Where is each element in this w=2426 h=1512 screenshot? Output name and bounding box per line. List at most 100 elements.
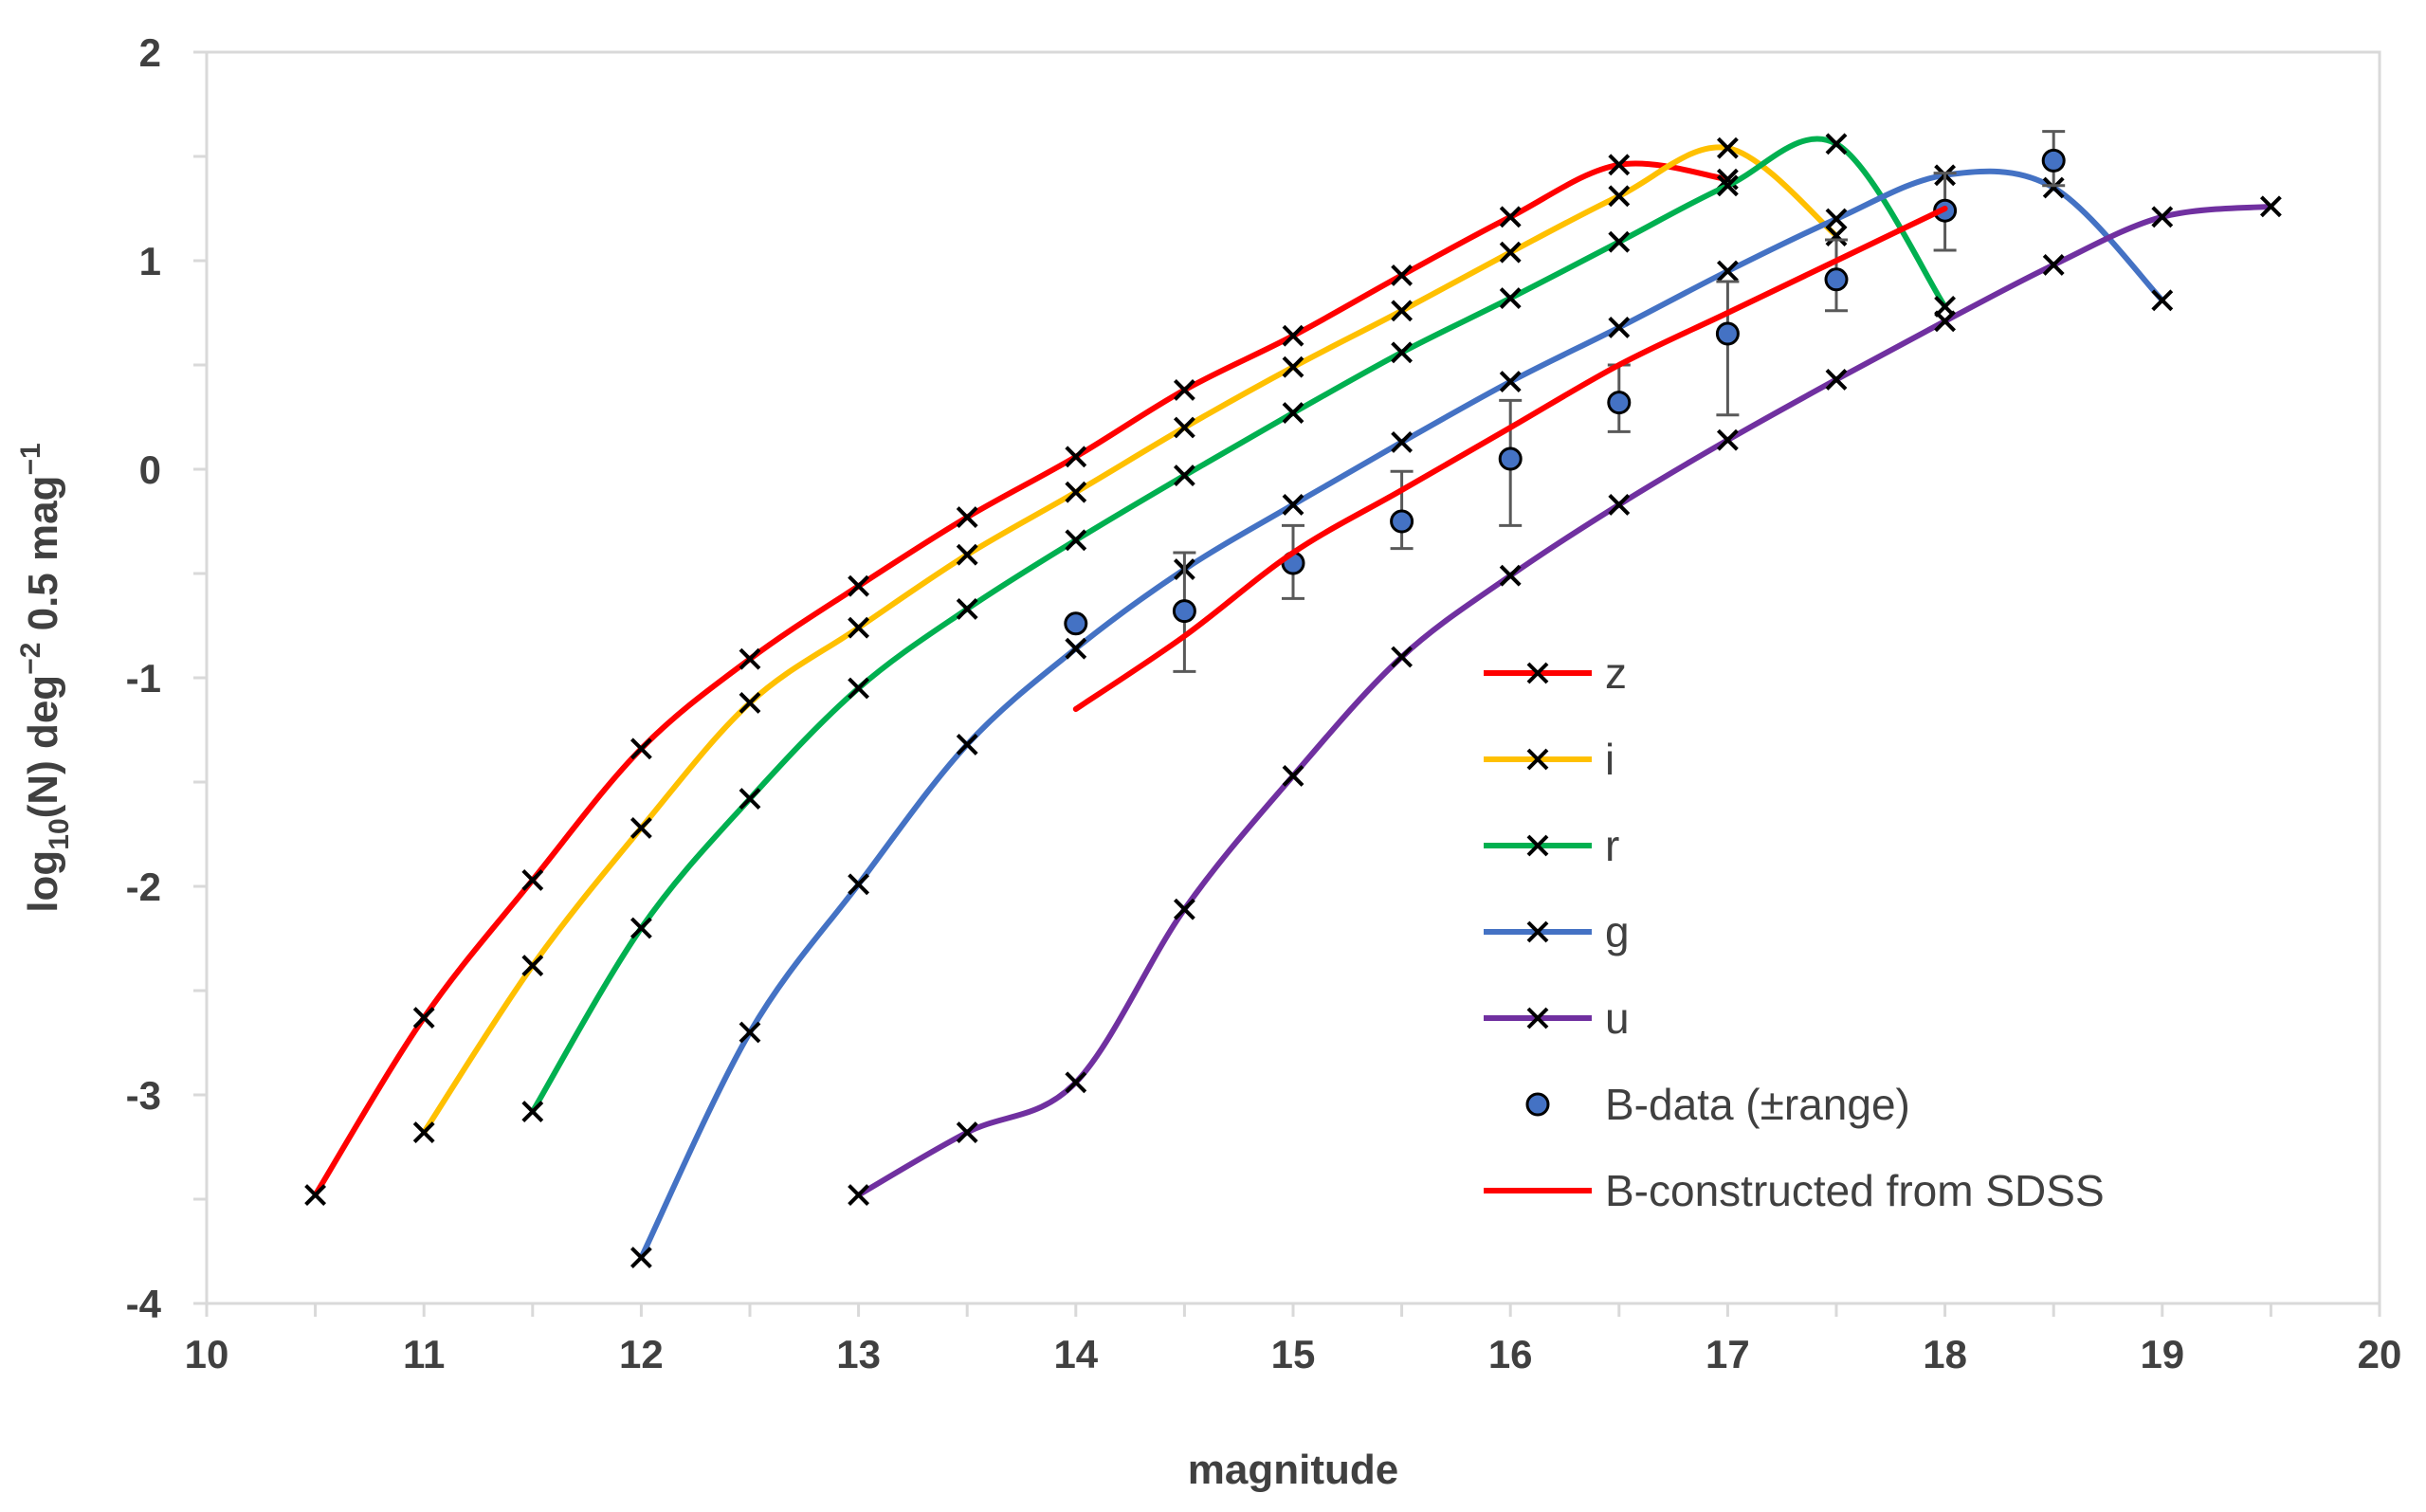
series-layer (304, 130, 2282, 1269)
data-point (848, 677, 870, 700)
error-bar (1716, 280, 1740, 417)
legend-item-r: r (1484, 821, 1619, 870)
x-tick-label: 14 (1053, 1332, 1098, 1376)
x-tick-label: 18 (1923, 1332, 1967, 1376)
data-point (956, 506, 978, 529)
data-point (848, 873, 870, 896)
data-point (1608, 493, 1631, 516)
data-point (2042, 253, 2065, 276)
data-point (1391, 646, 1414, 668)
series-b-data-range (1064, 130, 2066, 673)
y-tick-label: 1 (139, 239, 161, 283)
legend-label: z (1605, 648, 1627, 698)
data-point (629, 738, 652, 760)
series-line (855, 203, 2274, 1198)
legend-marker (1526, 1007, 1549, 1029)
legend-label: B-constructed from SDSS (1605, 1166, 2105, 1215)
legend-marker (1526, 834, 1549, 857)
data-point (2151, 289, 2174, 312)
legend-item-b-constructed-from-sdss: B-constructed from SDSS (1484, 1166, 2105, 1215)
legend-label: i (1605, 735, 1614, 784)
y-tick-label: 2 (139, 30, 161, 75)
series-u (848, 195, 2282, 1207)
data-point (1499, 564, 1522, 587)
y-tick-label: -2 (126, 865, 161, 909)
x-tick-label: 19 (2140, 1332, 2184, 1376)
x-tick-label: 11 (403, 1332, 445, 1376)
data-point (739, 1021, 761, 1044)
data-point (2041, 148, 2066, 173)
legend-item-b-data-range: B-data (±range) (1525, 1080, 1910, 1129)
y-tick-label: -3 (126, 1073, 161, 1118)
legend-item-u: u (1484, 993, 1630, 1043)
series-r (521, 133, 1957, 1123)
x-tick-label: 16 (1488, 1332, 1533, 1376)
x-axis-title: magnitude (1188, 1447, 1398, 1493)
data-point (1282, 764, 1304, 787)
data-point (739, 788, 761, 811)
legend-item-g: g (1484, 907, 1630, 956)
data-point (1282, 355, 1304, 378)
y-axis-title: log10(N) deg−2 0.5 mag−1 (15, 443, 75, 912)
data-point (1825, 208, 1848, 230)
data-point (848, 1184, 870, 1207)
data-point (1824, 267, 1849, 292)
data-point (1065, 446, 1087, 468)
legend-label: B-data (±range) (1605, 1080, 1910, 1129)
data-point (1499, 206, 1522, 228)
legend-item-i: i (1484, 735, 1614, 784)
data-point (1825, 133, 1848, 155)
data-point (412, 1121, 435, 1144)
data-point (739, 691, 761, 714)
data-point (1065, 481, 1087, 503)
data-point (629, 917, 652, 939)
legend-label: u (1605, 993, 1630, 1043)
x-tick-label: 20 (2358, 1332, 2402, 1376)
legend-label: r (1605, 821, 1619, 870)
data-point (412, 1007, 435, 1029)
data-point (1716, 174, 1739, 197)
data-point (1498, 446, 1523, 471)
data-point (1282, 324, 1304, 347)
data-point (739, 647, 761, 670)
series-i (412, 137, 1848, 1144)
data-point (1825, 225, 1848, 247)
data-point (521, 868, 544, 891)
data-point (1173, 416, 1195, 439)
y-tick-label: -4 (126, 1282, 162, 1326)
data-point (1064, 611, 1088, 636)
data-point (1499, 287, 1522, 310)
x-tick-label: 17 (1705, 1332, 1750, 1376)
data-point (1173, 378, 1195, 401)
y-tick-label: 0 (139, 447, 161, 492)
data-point (1282, 493, 1304, 516)
data-point (1716, 428, 1739, 451)
data-point (1934, 310, 1957, 333)
data-point (304, 1184, 327, 1207)
series-z (304, 154, 1739, 1207)
data-point (956, 543, 978, 566)
data-point (629, 816, 652, 839)
x-tick-label: 10 (185, 1332, 229, 1376)
data-point (2042, 176, 2065, 199)
data-point (1499, 241, 1522, 264)
data-point (1608, 230, 1631, 253)
data-point (1173, 898, 1195, 920)
data-point (1608, 154, 1631, 176)
data-point (848, 616, 870, 639)
data-point (1715, 321, 1740, 346)
data-point (1282, 402, 1304, 425)
data-point (1065, 637, 1087, 660)
data-point (1391, 341, 1414, 364)
x-tick-label: 13 (836, 1332, 881, 1376)
data-point (521, 955, 544, 977)
legend-swatch (1525, 1092, 1550, 1117)
data-point (2151, 206, 2174, 228)
data-point (2259, 195, 2282, 218)
data-point (1825, 368, 1848, 391)
plot-area (205, 50, 2381, 1305)
